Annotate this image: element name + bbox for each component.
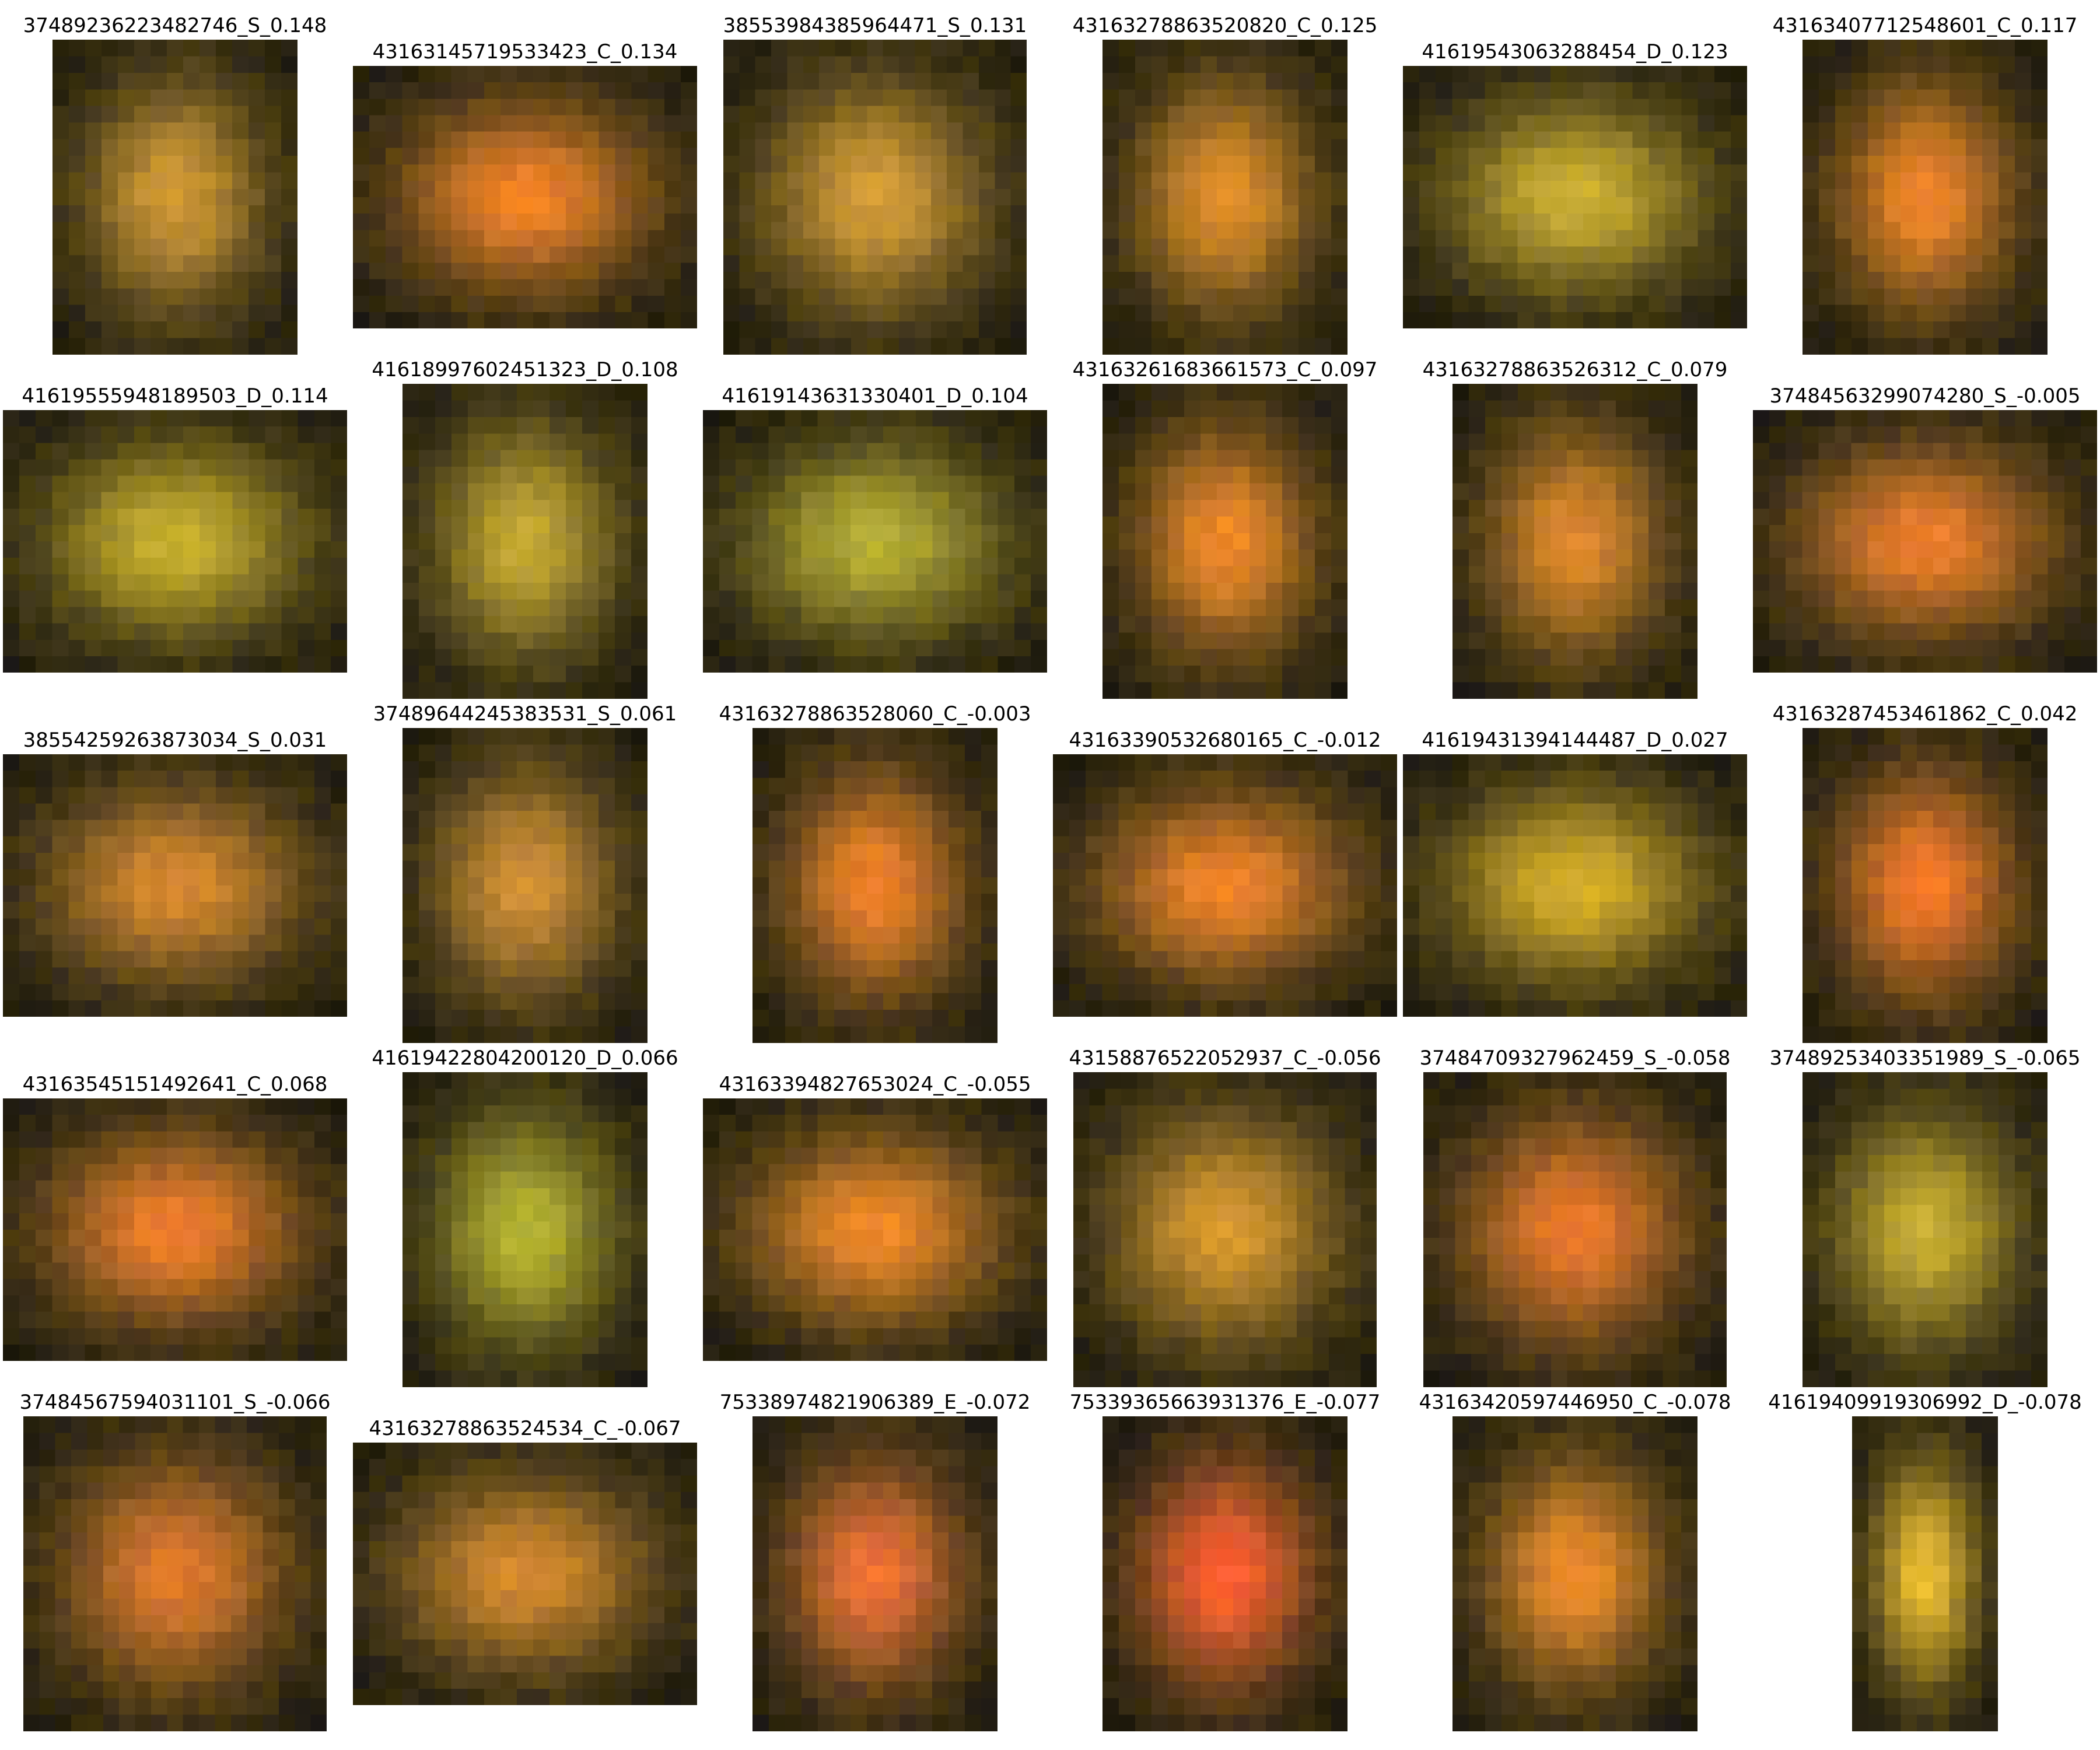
galaxy-image: [703, 410, 1047, 673]
galaxy-label: 37489236223482746_S_0.148: [23, 14, 327, 37]
galaxy-panel: 41619422804200120_D_0.066: [350, 1044, 700, 1388]
galaxy-image: [1053, 754, 1397, 1017]
galaxy-image: [402, 384, 648, 699]
galaxy-image: [1403, 66, 1747, 328]
galaxy-image: [3, 410, 347, 673]
galaxy-label: 41618997602451323_D_0.108: [372, 358, 678, 382]
galaxy-image: [1423, 1072, 1727, 1387]
galaxy-label: 43163261683661573_C_0.097: [1072, 358, 1378, 382]
galaxy-image: [353, 1443, 697, 1705]
galaxy-label: 43158876522052937_C_-0.056: [1069, 1046, 1381, 1070]
galaxy-image: [1102, 384, 1348, 699]
galaxy-panel: 43163278863528060_C_-0.003: [700, 700, 1050, 1044]
galaxy-label: 41619555948189503_D_0.114: [22, 384, 328, 408]
galaxy-image: [23, 1416, 327, 1731]
galaxy-panel: 37489236223482746_S_0.148: [0, 12, 350, 356]
galaxy-image: [1452, 1416, 1698, 1731]
galaxy-image: [1102, 1416, 1348, 1731]
galaxy-panel: 41619431394144487_D_0.027: [1400, 700, 1750, 1044]
galaxy-image: [703, 1098, 1047, 1361]
galaxy-panel: 43163145719533423_C_0.134: [350, 12, 700, 356]
galaxy-panel: 37484567594031101_S_-0.066: [0, 1388, 350, 1732]
galaxy-label: 43163278863528060_C_-0.003: [719, 702, 1031, 726]
galaxy-label: 41619422804200120_D_0.066: [372, 1046, 678, 1070]
galaxy-panel: 41619143631330401_D_0.104: [700, 356, 1050, 700]
galaxy-label: 41619543063288454_D_0.123: [1422, 40, 1728, 64]
galaxy-image: [1753, 410, 2097, 673]
galaxy-panel: 41619543063288454_D_0.123: [1400, 12, 1750, 356]
galaxy-image: [1803, 40, 2048, 355]
galaxy-image: [1073, 1072, 1377, 1387]
galaxy-panel: 37489644245383531_S_0.061: [350, 700, 700, 1044]
galaxy-image: [1852, 1416, 1998, 1731]
galaxy-label: 43163278863526312_C_0.079: [1422, 358, 1728, 382]
galaxy-panel: 43163261683661573_C_0.097: [1050, 356, 1400, 700]
galaxy-image: [1803, 728, 2048, 1043]
galaxy-panel: 43163278863526312_C_0.079: [1400, 356, 1750, 700]
galaxy-panel: 38554259263873034_S_0.031: [0, 700, 350, 1044]
galaxy-label: 37489644245383531_S_0.061: [373, 702, 677, 726]
galaxy-image: [3, 754, 347, 1017]
galaxy-label: 75339365663931376_E_-0.077: [1069, 1391, 1381, 1414]
galaxy-label: 41619431394144487_D_0.027: [1422, 729, 1728, 752]
galaxy-image: [3, 1098, 347, 1361]
galaxy-panel: 37484563299074280_S_-0.005: [1750, 356, 2100, 700]
galaxy-image: [1803, 1072, 2048, 1387]
galaxy-label: 38553984385964471_S_0.131: [723, 14, 1027, 37]
galaxy-label: 75338974821906389_E_-0.072: [719, 1391, 1031, 1414]
galaxy-label: 37484709327962459_S_-0.058: [1419, 1046, 1731, 1070]
galaxy-label: 43163545151492641_C_0.068: [22, 1073, 328, 1096]
galaxy-image: [52, 40, 298, 355]
galaxy-panel: 43163278863520820_C_0.125: [1050, 12, 1400, 356]
galaxy-image: [723, 40, 1027, 355]
galaxy-panel: 75338974821906389_E_-0.072: [700, 1388, 1050, 1732]
galaxy-panel: 43163394827653024_C_-0.055: [700, 1044, 1050, 1388]
galaxy-image: [1452, 384, 1698, 699]
galaxy-label: 43163287453461862_C_0.042: [1772, 702, 2078, 726]
galaxy-label: 43163394827653024_C_-0.055: [719, 1073, 1031, 1096]
galaxy-label: 43163145719533423_C_0.134: [372, 40, 678, 64]
galaxy-panel: 37489253403351989_S_-0.065: [1750, 1044, 2100, 1388]
galaxy-panel: 43163545151492641_C_0.068: [0, 1044, 350, 1388]
galaxy-label: 37489253403351989_S_-0.065: [1769, 1046, 2081, 1070]
galaxy-image: [752, 1416, 998, 1731]
galaxy-panel: 43163407712548601_C_0.117: [1750, 12, 2100, 356]
galaxy-panel: 41619409919306992_D_-0.078: [1750, 1388, 2100, 1732]
galaxy-panel: 41619555948189503_D_0.114: [0, 356, 350, 700]
galaxy-panel: 41618997602451323_D_0.108: [350, 356, 700, 700]
galaxy-panel: 75339365663931376_E_-0.077: [1050, 1388, 1400, 1732]
galaxy-label: 41619409919306992_D_-0.078: [1768, 1391, 2082, 1414]
galaxy-panel: 43163390532680165_C_-0.012: [1050, 700, 1400, 1044]
galaxy-label: 37484567594031101_S_-0.066: [19, 1391, 331, 1414]
galaxy-label: 38554259263873034_S_0.031: [23, 729, 327, 752]
galaxy-panel: 43163278863524534_C_-0.067: [350, 1388, 700, 1732]
galaxy-label: 43163278863520820_C_0.125: [1072, 14, 1378, 37]
galaxy-label: 43163278863524534_C_-0.067: [369, 1417, 681, 1440]
galaxy-image: [353, 66, 697, 328]
galaxy-image: [1403, 754, 1747, 1017]
galaxy-image: [402, 1072, 648, 1387]
galaxy-panel: 43158876522052937_C_-0.056: [1050, 1044, 1400, 1388]
galaxy-panel: 38553984385964471_S_0.131: [700, 12, 1050, 356]
galaxy-panel: 37484709327962459_S_-0.058: [1400, 1044, 1750, 1388]
galaxy-panel: 43163420597446950_C_-0.078: [1400, 1388, 1750, 1732]
galaxy-image: [752, 728, 998, 1043]
galaxy-panel: 43163287453461862_C_0.042: [1750, 700, 2100, 1044]
galaxy-label: 43163420597446950_C_-0.078: [1419, 1391, 1731, 1414]
galaxy-label: 43163390532680165_C_-0.012: [1069, 729, 1381, 752]
galaxy-image: [1102, 40, 1348, 355]
galaxy-label: 37484563299074280_S_-0.005: [1769, 384, 2081, 408]
galaxy-label: 41619143631330401_D_0.104: [722, 384, 1028, 408]
galaxy-label: 43163407712548601_C_0.117: [1772, 14, 2078, 37]
galaxy-image: [402, 728, 648, 1043]
